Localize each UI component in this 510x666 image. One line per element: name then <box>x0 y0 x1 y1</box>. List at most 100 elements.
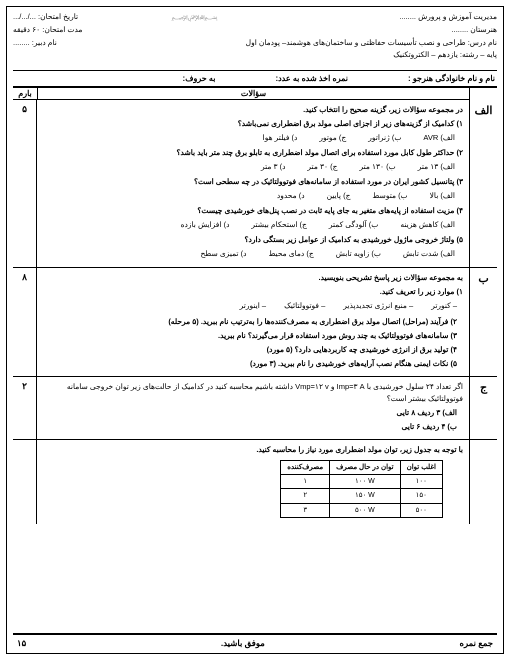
opt: ب) متوسط <box>372 190 407 202</box>
footer-right: جمع نمره <box>460 638 493 649</box>
dur-value: ۶۰ دقیقه <box>13 25 40 34</box>
student-name-label: نام و نام خانوادگی هنرجو : <box>408 74 495 83</box>
opt: د) محدود <box>277 190 305 202</box>
q-b1-terms: – کنورتر – منبع انرژی تجدیدپذیر – فوتوول… <box>43 300 463 312</box>
table-row: ۳ ۵۰۰ W ۵۰۰ <box>281 503 443 517</box>
exam-page: مدیریت آموزش و پرورش هنرستان نام درس: طر… <box>6 6 504 654</box>
footer: جمع نمره موفق باشید. ۱۵ <box>13 633 497 649</box>
teacher-label: نام دبیر: <box>32 38 57 47</box>
org-line: مدیریت آموزش و پرورش <box>231 11 497 24</box>
columns-header: سؤالات بارم <box>13 88 497 100</box>
table-row: ۱ ۱۰۰ W ۱۰۰ <box>281 475 443 489</box>
opt: ج) موتور <box>319 132 346 144</box>
section-c-body: اگر تعداد ۲۴ سلول خورشیدی با Imp=۳ A و V… <box>37 377 469 439</box>
q-b1: ۱) موارد زیر را تعریف کنید. <box>43 286 463 298</box>
th: مصرف‌کننده <box>281 461 330 475</box>
q-b2: ۲) فرآیند (مراحل) اتصال مولد برق اضطراری… <box>43 316 457 328</box>
lesson-line: نام درس: طراحی و نصب تأسیسات حفاظتی و سا… <box>231 37 497 50</box>
opt: د) تمیزی سطح <box>200 248 246 260</box>
power-table: مصرف‌کننده توان در حال مصرف اغلب توان ۱ … <box>280 460 443 518</box>
q-a3-opts: الف) بالا ب) متوسط ج) پایین د) محدود <box>43 190 463 202</box>
q-a5: ۵) ولتاژ خروجی ماژول خورشیدی به کدامیک ا… <box>43 234 463 246</box>
opt: الف) شدت تابش <box>403 248 455 260</box>
opt: ج) ۳۰ متر <box>307 161 337 173</box>
q-b5: ۵) نکات ایمنی هنگام نصب آرایه‌های خورشید… <box>43 358 457 370</box>
header-right: مدیریت آموزش و پرورش هنرستان نام درس: طر… <box>231 11 497 66</box>
dur-label: مدت امتحان: <box>42 25 82 34</box>
opt: ج) استحکام بیشتر <box>251 219 307 231</box>
section-b-head: به مجموعه سؤالات زیر پاسخ تشریحی بنویسید… <box>43 272 463 284</box>
q-a2-opts: الف) ۱۳ متر ب) ۱۳۰ متر ج) ۳۰ متر د) ۳ مت… <box>43 161 463 173</box>
opt: ب) زاویه تابش <box>336 248 381 260</box>
table-row: مصرف‌کننده توان در حال مصرف اغلب توان <box>281 461 443 475</box>
term: – اینورتر <box>240 300 266 312</box>
student-row: نام و نام خانوادگی هنرجو : نمره اخذ شده … <box>13 71 497 88</box>
section-table-letter <box>469 440 497 524</box>
td: ۳ <box>281 503 330 517</box>
date-row: تاریخ امتحان: .../.../... <box>13 11 158 24</box>
q-c-a: الف) ۳ ردیف ۸ تایی <box>43 407 457 419</box>
q-a1-opts: الف) AVR ب) ژنراتور ج) موتور د) فیلتر هو… <box>43 132 463 144</box>
score-num-label: نمره اخذ شده به عدد: <box>275 74 348 83</box>
score-title: بارم <box>13 88 37 100</box>
term: – کنورتر <box>431 300 457 312</box>
opt: ب) ژنراتور <box>368 132 401 144</box>
opt: ج) دمای محیط <box>268 248 313 260</box>
section-a-head: در مجموعه سؤالات زیر، گزینه صحیح را انتخ… <box>43 104 463 116</box>
opt: ج) پایین <box>327 190 351 202</box>
section-table: با توجه به جدول زیر، توان مولد اضطراری م… <box>13 440 497 524</box>
term: – منبع انرژی تجدیدپذیر <box>343 300 413 312</box>
section-c: ج اگر تعداد ۲۴ سلول خورشیدی با Imp=۳ A و… <box>13 377 497 440</box>
td: ۱۰۰ <box>400 475 442 489</box>
q-a4-opts: الف) کاهش هزینه ب) آلودگی کمتر ج) استحکا… <box>43 219 463 231</box>
header: مدیریت آموزش و پرورش هنرستان نام درس: طر… <box>13 11 497 71</box>
score-word-label: به حروف: <box>183 74 216 83</box>
header-center: ﷽ <box>158 11 231 66</box>
td: ۲ <box>281 489 330 503</box>
section-c-letter: ج <box>469 377 497 439</box>
section-a-letter: الف <box>469 100 497 267</box>
td: ۱ <box>281 475 330 489</box>
td: ۵۰۰ W <box>330 503 400 517</box>
opt: الف) ۱۳ متر <box>418 161 455 173</box>
footer-left: ۱۵ <box>17 638 26 649</box>
q-b4: ۴) تولید برق از انرژی خورشیدی چه کاربرده… <box>43 344 457 356</box>
opt: ب) ۱۳۰ متر <box>359 161 395 173</box>
section-a: الف در مجموعه سؤالات زیر، گزینه صحیح را … <box>13 100 497 268</box>
q-c: اگر تعداد ۲۴ سلول خورشیدی با Imp=۳ A و V… <box>43 381 463 405</box>
section-b: ب به مجموعه سؤالات زیر پاسخ تشریحی بنویس… <box>13 268 497 377</box>
dur-row: مدت امتحان: ۶۰ دقیقه <box>13 24 158 37</box>
header-left: تاریخ امتحان: .../.../... مدت امتحان: ۶۰… <box>13 11 158 66</box>
q-a1: ۱) کدامیک از گزینه‌های زیر از اجزای اصلی… <box>43 118 463 130</box>
q-table: با توجه به جدول زیر، توان مولد اضطراری م… <box>43 444 463 456</box>
q-a2: ۲) حداکثر طول کابل مورد استفاده برای اتص… <box>43 147 463 159</box>
grade-line: پایه – رشته: یازدهم – الکتروتکنیک <box>231 49 497 62</box>
section-b-body: به مجموعه سؤالات زیر پاسخ تشریحی بنویسید… <box>37 268 469 376</box>
section-a-body: در مجموعه سؤالات زیر، گزینه صحیح را انتخ… <box>37 100 469 267</box>
q-a4: ۴) مزیت استفاده از پایه‌های متغیر به جای… <box>43 205 463 217</box>
footer-mid: موفق باشید. <box>221 638 265 649</box>
date-label: تاریخ امتحان: <box>38 12 78 21</box>
q-b3: ۳) سامانه‌های فوتوولتائیک به چند روش مور… <box>43 330 457 342</box>
section-b-letter: ب <box>469 268 497 376</box>
td: ۱۰۰ W <box>330 475 400 489</box>
opt: ب) آلودگی کمتر <box>329 219 378 231</box>
teacher-value: ........ <box>13 38 30 47</box>
opt: د) ۳ متر <box>261 161 285 173</box>
teacher-row: نام دبیر: ........ <box>13 37 158 50</box>
date-value: .../.../... <box>13 12 36 21</box>
th: اغلب توان <box>400 461 442 475</box>
logo-icon: ﷽ <box>158 13 231 23</box>
td: ۱۵۰ W <box>330 489 400 503</box>
school-line: هنرستان <box>231 24 497 37</box>
th: توان در حال مصرف <box>330 461 400 475</box>
q-a5-opts: الف) شدت تابش ب) زاویه تابش ج) دمای محیط… <box>43 248 463 260</box>
section-a-score: ۵ <box>13 100 37 267</box>
opt: د) افزایش بازده <box>181 219 230 231</box>
section-table-body: با توجه به جدول زیر، توان مولد اضطراری م… <box>37 440 469 524</box>
questions-title: سؤالات <box>37 88 469 100</box>
opt: الف) کاهش هزینه <box>400 219 455 231</box>
opt: د) فیلتر هوا <box>263 132 298 144</box>
q-a3: ۳) پتانسیل کشور ایران در مورد استفاده از… <box>43 176 463 188</box>
q-c-b: ب) ۴ ردیف ۶ تایی <box>43 421 457 433</box>
